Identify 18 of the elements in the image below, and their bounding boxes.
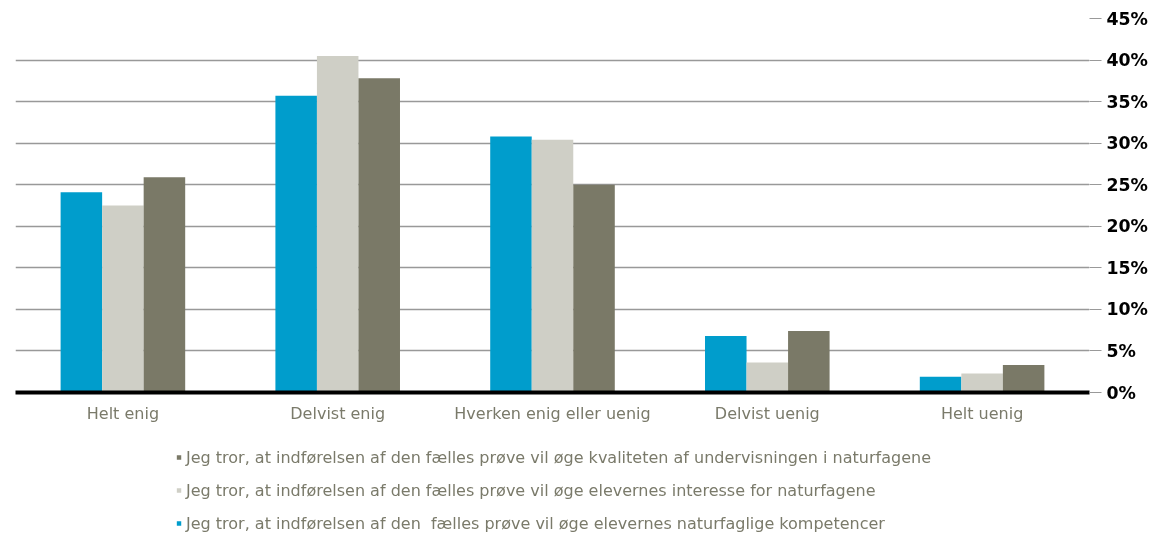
legend-label: Jeg tror, at indførelsen af den fælles prøve vil øge kvaliteten af undervisningen i naturfagene xyxy=(186,447,931,467)
y-tick-label: 30% xyxy=(1106,133,1148,154)
x-tick-label: Delvist enig xyxy=(290,403,386,423)
y-tick-label: 40% xyxy=(1106,50,1148,71)
y-tick-label: 0% xyxy=(1106,382,1136,403)
y-tick-label: 20% xyxy=(1106,216,1148,237)
y-tick-label: 35% xyxy=(1106,91,1148,112)
y-tick-label: 45% xyxy=(1106,8,1148,29)
y-tick-label: 10% xyxy=(1106,299,1148,320)
legend-label: Jeg tror, at indførelsen af den fælles prøve vil øge elevernes naturfaglige kompetencer xyxy=(186,513,885,533)
legend-label: Jeg tror, at indførelsen af den fælles prøve vil øge elevernes interesse for naturfagene xyxy=(186,480,876,500)
x-tick-label: Helt uenig xyxy=(940,403,1024,423)
y-tick-label: 5% xyxy=(1106,340,1136,361)
x-tick-label: Delvist uenig xyxy=(714,403,820,423)
y-tick-label: 15% xyxy=(1106,257,1148,278)
y-tick-label: 25% xyxy=(1106,174,1148,195)
x-tick-label: Helt enig xyxy=(86,403,160,423)
x-tick-label: Hverken enig eller uenig xyxy=(454,403,651,423)
